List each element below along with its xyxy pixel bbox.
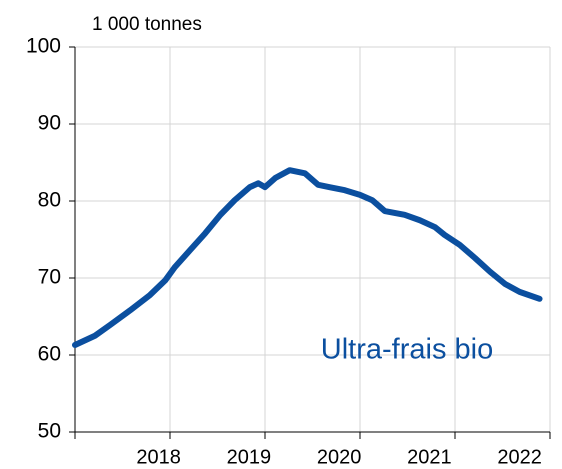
unit-label: 1 000 tonnes — [92, 14, 202, 35]
y-tick-label: 50 — [38, 420, 61, 443]
x-tick-label: 2018 — [136, 446, 181, 468]
y-tick-label: 90 — [38, 112, 61, 135]
x-tick-label: 2022 — [497, 446, 542, 468]
y-tick-label: 80 — [38, 189, 61, 212]
x-tick-label: 2020 — [317, 446, 362, 468]
y-tick-label: 70 — [38, 266, 61, 289]
y-tick-label: 60 — [38, 343, 61, 366]
x-tick-label: 2019 — [227, 446, 272, 468]
data-line — [72, 167, 543, 348]
x-tick-label: 2021 — [407, 446, 452, 468]
y-tick-label: 100 — [26, 35, 61, 58]
annotation: Ultra-frais bio — [321, 334, 493, 366]
